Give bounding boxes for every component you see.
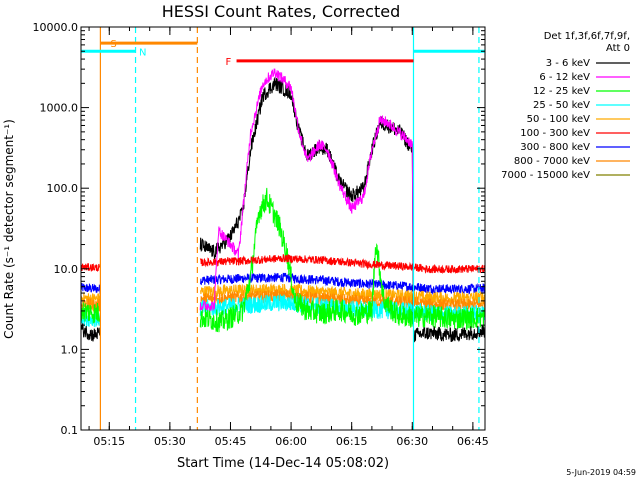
- legend-label: 7000 - 15000 keV: [501, 170, 590, 181]
- flag-label-f-3: F: [226, 57, 232, 68]
- legend-label: 800 - 7000 keV: [514, 156, 590, 167]
- legend-label: 3 - 6 keV: [546, 58, 590, 69]
- x-tick-label: 06:15: [336, 435, 368, 448]
- flag-label-s-0: S: [110, 39, 116, 50]
- chart-title: HESSI Count Rates, Corrected: [162, 2, 400, 21]
- series-line-100-300-kev-0: [80, 263, 101, 272]
- x-tick-label: 05:45: [215, 435, 247, 448]
- x-tick-label: 06:30: [396, 435, 428, 448]
- x-axis-label: Start Time (14-Dec-14 05:08:02): [177, 456, 389, 471]
- y-tick-label: 0.1: [61, 424, 79, 437]
- series-line-12-25-kev-1: [199, 187, 486, 333]
- y-tick-label: 100.0: [47, 182, 79, 195]
- flag-label-n-1: N: [139, 47, 146, 58]
- x-tick-label: 06:00: [275, 435, 307, 448]
- x-tick-label: 06:45: [457, 435, 489, 448]
- plot-area: S N F 0.1 1.0 10.0 100.0 1000.0 10000.0 05:15 05:3…: [33, 21, 489, 448]
- series-line-100-300-kev-1: [199, 254, 486, 275]
- legend-label: 100 - 300 keV: [520, 128, 590, 139]
- x-tick-label: 05:30: [154, 435, 186, 448]
- y-tick-label: 1.0: [61, 343, 79, 356]
- legend-header-line-1: Det 1f,3f,6f,7f,9f,: [544, 31, 630, 42]
- series-line-3-6-kev-1: [199, 77, 486, 343]
- y-tick-label: 10.0: [54, 263, 79, 276]
- series-line-3-6-kev-0: [80, 323, 101, 342]
- x-tick-label: 05:15: [93, 435, 125, 448]
- footer-date: 5-Jun-2019 04:59: [566, 468, 636, 477]
- legend-label: 25 - 50 keV: [533, 100, 590, 111]
- series-line-12-25-kev-0: [80, 300, 101, 324]
- legend-label: 12 - 25 keV: [533, 86, 590, 97]
- legend: Det 1f,3f,6f,7f,9f,Att 0 3 - 6 keV 6 - 12 …: [501, 31, 630, 181]
- y-axis-label: Count Rate (s⁻¹ detector segment⁻¹): [2, 119, 16, 339]
- axes-frame: [80, 26, 486, 431]
- legend-header-line-2: Att 0: [606, 43, 630, 54]
- y-tick-label: 1000.0: [40, 102, 79, 115]
- series-line-800-7000-kev-0: [80, 298, 101, 312]
- series-line-6-12-kev-0: [199, 68, 414, 312]
- series-line-50-100-kev-1: [200, 282, 486, 305]
- legend-label: 50 - 100 keV: [527, 114, 591, 125]
- series-line-300-800-kev-1: [199, 272, 486, 296]
- series-line-300-800-kev-0: [80, 283, 101, 294]
- y-tick-label: 10000.0: [33, 21, 79, 34]
- legend-label: 6 - 12 keV: [539, 72, 590, 83]
- legend-label: 300 - 800 keV: [520, 142, 590, 153]
